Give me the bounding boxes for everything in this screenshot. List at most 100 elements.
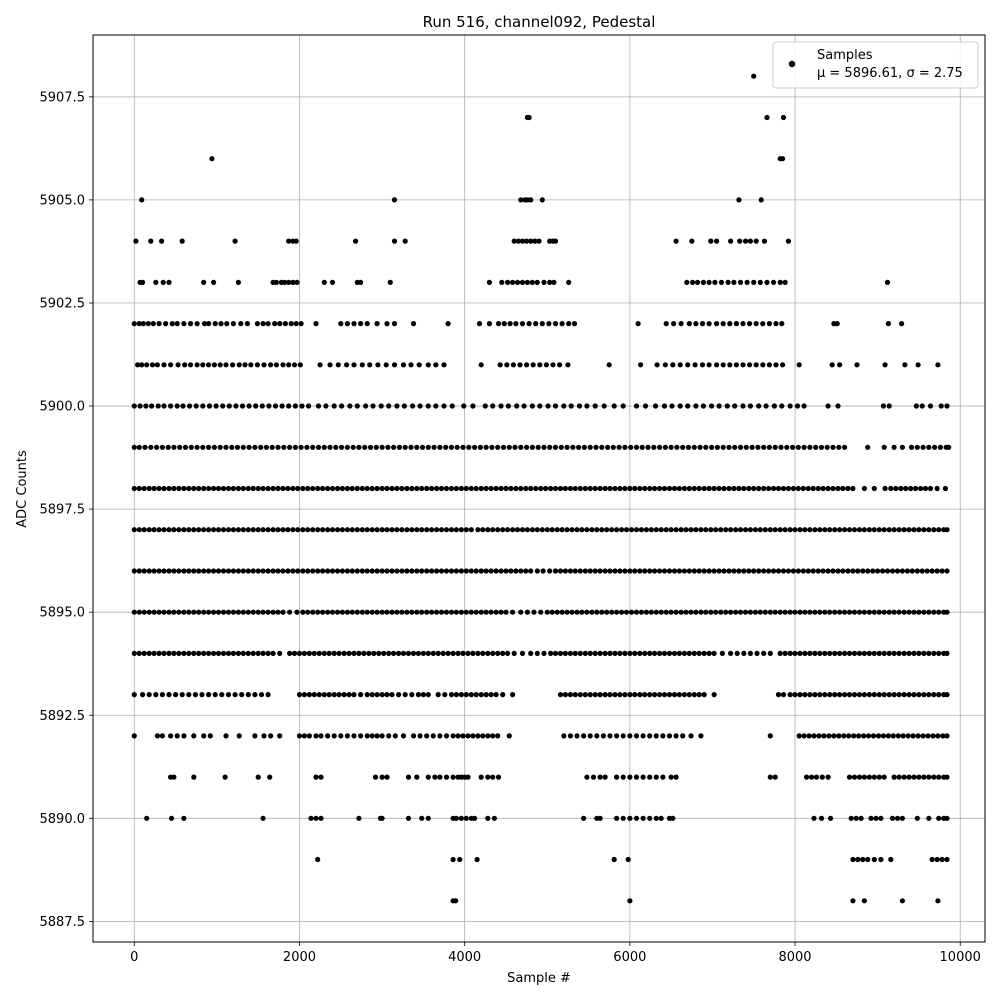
data-point: [385, 444, 391, 450]
data-point: [934, 485, 940, 492]
data-point: [518, 197, 524, 203]
data-point: [751, 279, 757, 285]
data-point: [751, 73, 757, 79]
data-point: [187, 362, 194, 368]
data-point: [825, 403, 831, 409]
data-point: [211, 444, 217, 450]
data-point: [306, 650, 312, 657]
data-point: [886, 403, 892, 409]
data-point: [900, 733, 906, 739]
data-point: [370, 403, 376, 409]
data-point: [438, 485, 445, 492]
data-point: [268, 362, 274, 368]
data-point: [763, 403, 769, 409]
data-point: [358, 692, 364, 698]
data-point: [673, 527, 679, 533]
data-point: [405, 815, 412, 821]
data-point: [574, 733, 580, 739]
data-point: [678, 321, 684, 327]
data-point: [364, 692, 370, 698]
data-point: [344, 362, 350, 368]
data-point: [519, 279, 526, 285]
data-point: [881, 609, 887, 615]
data-point: [310, 568, 316, 574]
data-point: [875, 568, 881, 574]
data-point: [425, 650, 431, 657]
data-point: [280, 527, 286, 533]
data-point: [325, 527, 331, 533]
data-point: [810, 568, 816, 574]
data-point: [206, 527, 212, 533]
data-point: [627, 485, 633, 492]
data-point: [219, 692, 225, 698]
data-point: [559, 527, 565, 533]
data-point: [552, 650, 559, 657]
data-point: [498, 568, 504, 574]
data-point: [311, 650, 317, 657]
data-point: [358, 279, 364, 285]
data-point: [161, 650, 167, 657]
data-point: [404, 568, 410, 574]
data-point: [374, 321, 380, 327]
data-point: [627, 692, 633, 698]
data-point: [168, 403, 174, 409]
data-point: [913, 403, 920, 409]
data-point: [529, 403, 536, 409]
data-point: [906, 692, 912, 698]
data-point: [405, 774, 412, 780]
data-point: [386, 403, 392, 409]
data-point: [223, 362, 229, 368]
data-point: [529, 527, 536, 533]
data-point: [677, 362, 683, 368]
data-point: [701, 692, 707, 698]
data-point: [622, 485, 628, 492]
data-point: [323, 403, 329, 409]
data-point: [736, 568, 742, 574]
data-point: [779, 403, 785, 409]
data-point: [521, 403, 527, 409]
legend[interactable]: Samples μ = 5896.61, σ = 2.75: [772, 41, 979, 89]
data-point: [182, 444, 189, 450]
data-point: [425, 692, 431, 698]
data-point: [254, 362, 260, 368]
data-point: [800, 568, 806, 574]
data-point: [265, 568, 271, 574]
data-point: [805, 485, 811, 492]
data-point: [921, 527, 927, 533]
data-point: [364, 733, 370, 739]
data-point: [845, 568, 851, 574]
data-point: [647, 692, 653, 698]
data-point: [344, 527, 350, 533]
data-point: [771, 279, 777, 285]
data-point: [371, 650, 377, 657]
data-point: [331, 733, 337, 739]
data-point: [846, 609, 853, 615]
data-point: [891, 650, 897, 657]
data-point: [339, 609, 345, 615]
data-point: [344, 485, 350, 492]
data-point: [706, 485, 712, 492]
data-point: [435, 692, 441, 698]
data-point: [379, 733, 385, 739]
data-point: [294, 279, 300, 285]
data-point: [454, 444, 460, 450]
data-point: [369, 485, 375, 492]
data-point: [260, 650, 266, 657]
data-point: [358, 733, 364, 739]
data-point: [161, 568, 167, 574]
data-point: [861, 692, 868, 698]
data-point: [321, 444, 327, 450]
data-point: [151, 609, 157, 615]
data-point: [632, 692, 638, 698]
data-point: [455, 650, 461, 657]
data-point: [895, 733, 901, 739]
data-point: [658, 609, 664, 615]
data-point: [313, 321, 319, 327]
data-point: [851, 650, 858, 657]
data-point: [795, 568, 801, 574]
data-point: [601, 403, 607, 409]
data-point: [637, 568, 643, 574]
data-point: [191, 774, 197, 780]
data-point: [606, 362, 612, 368]
data-point: [871, 485, 877, 492]
